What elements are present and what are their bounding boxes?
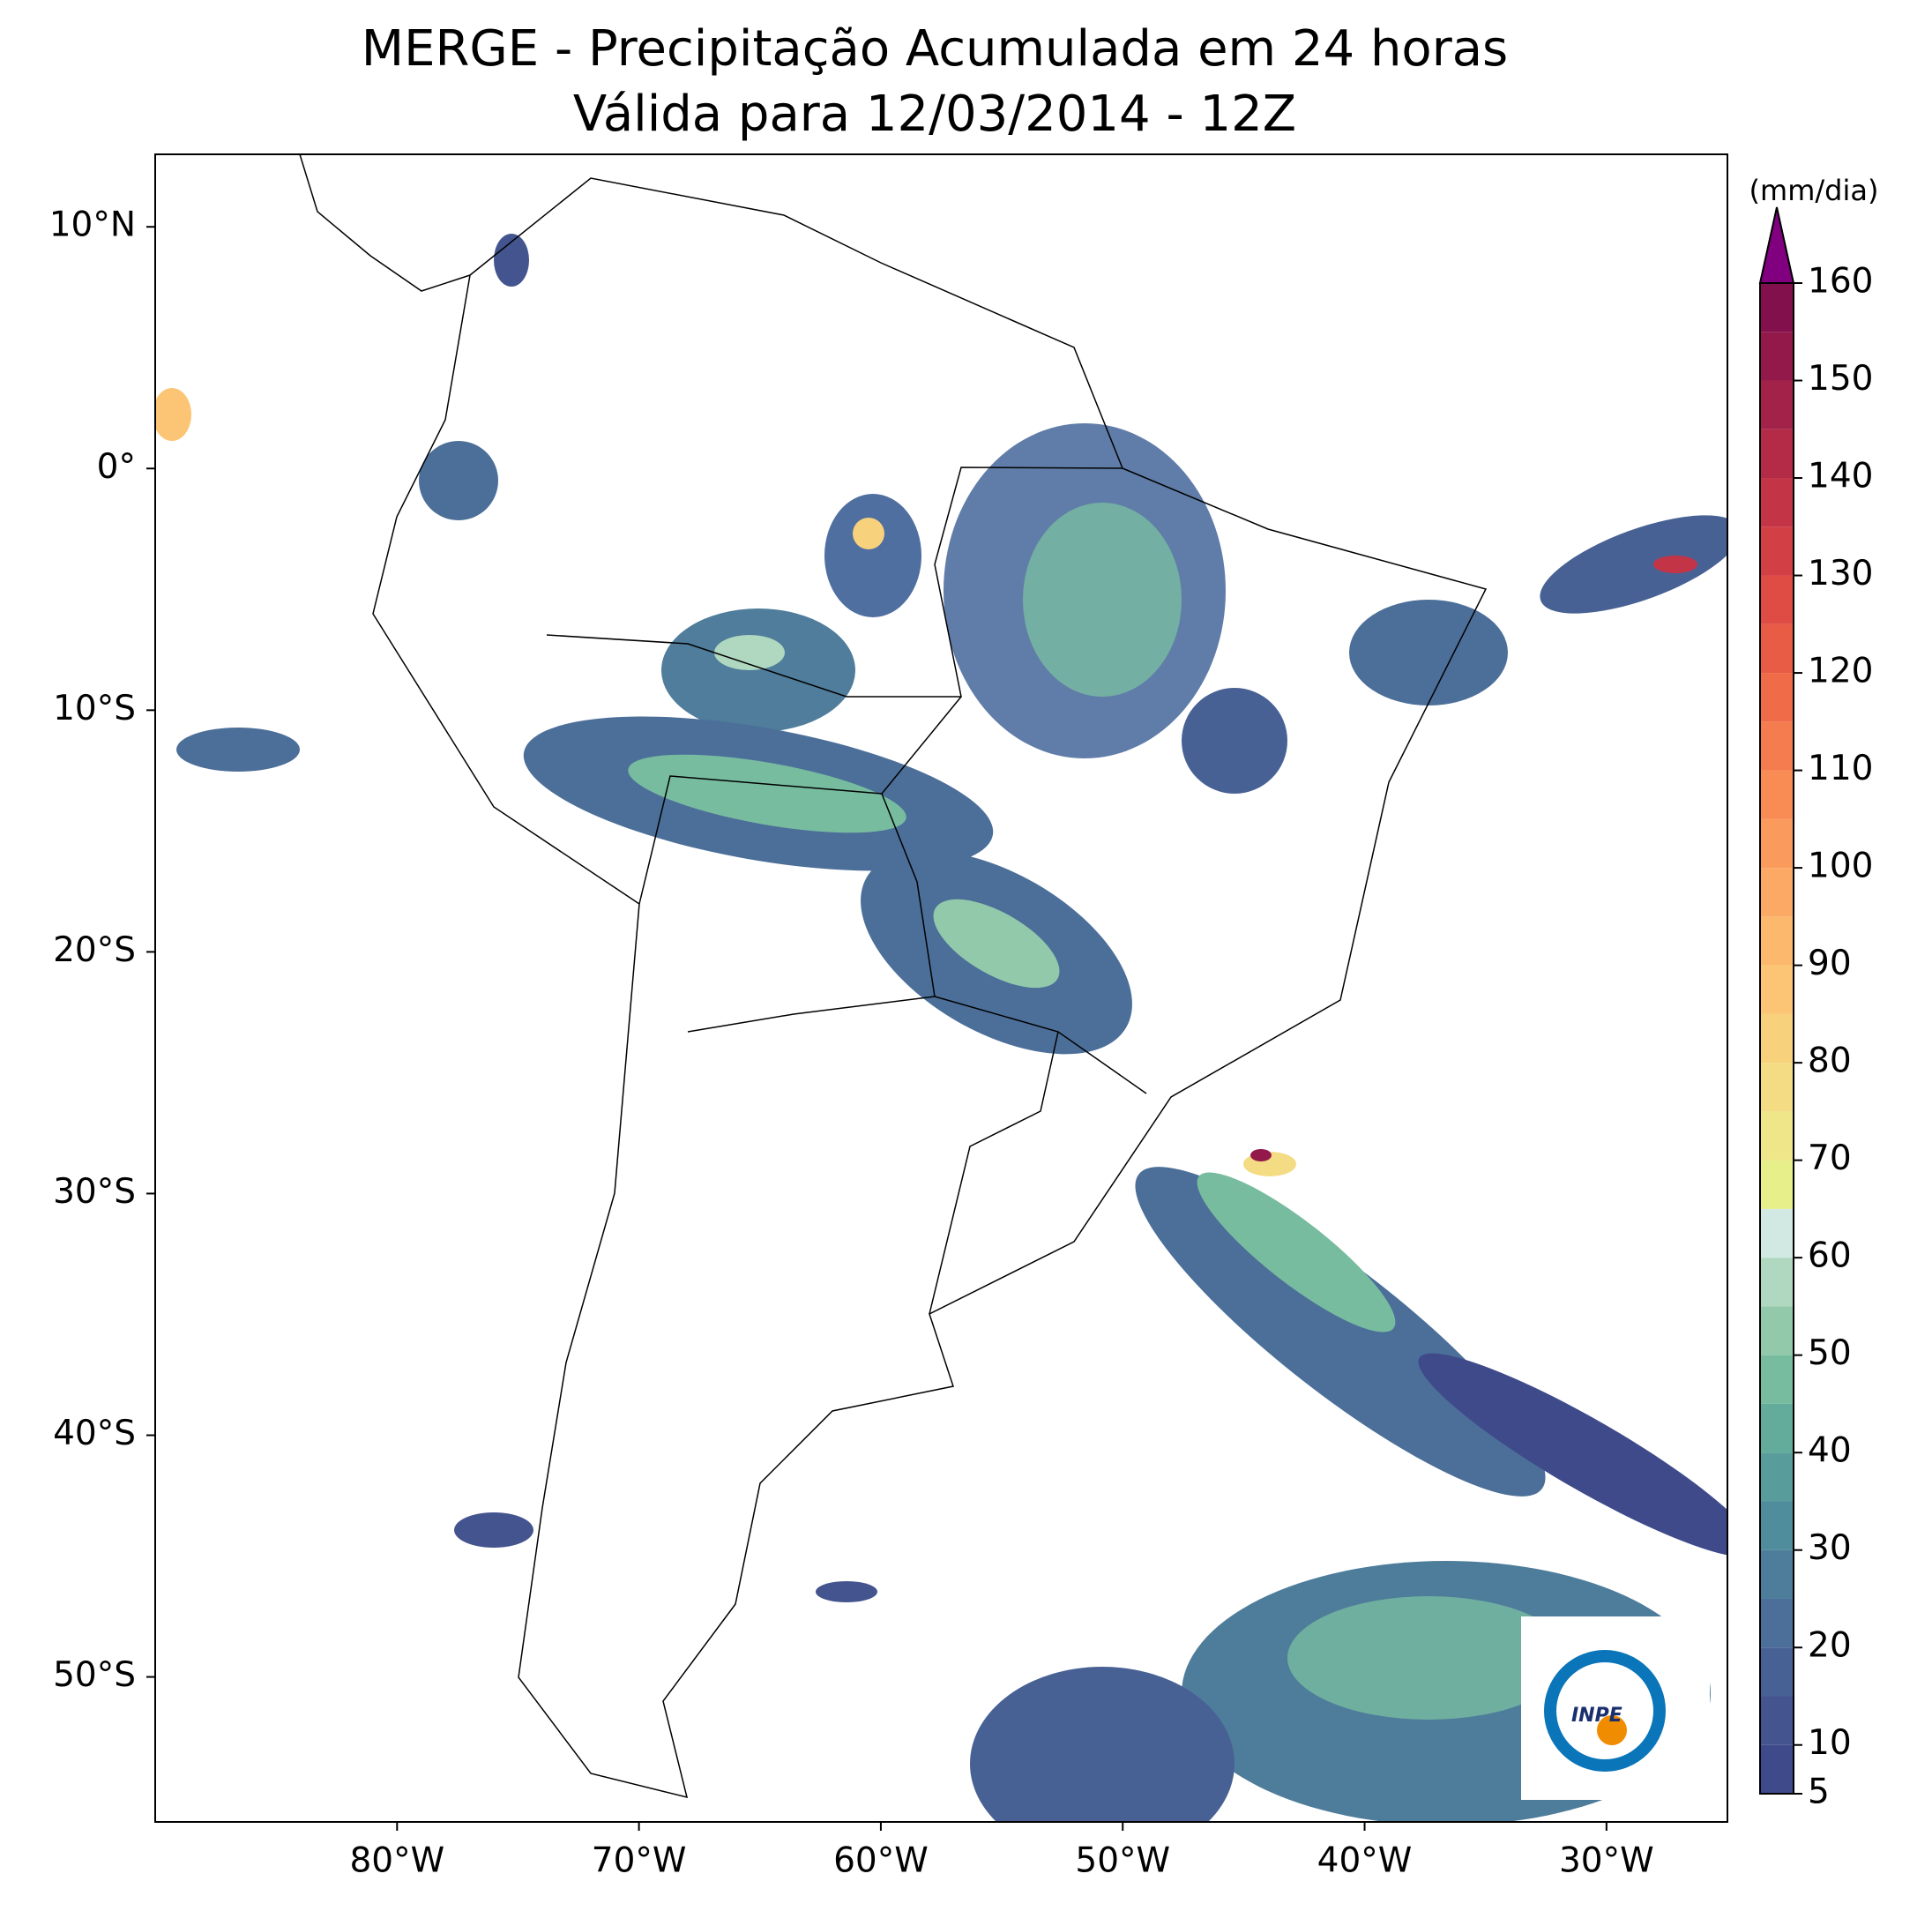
colorbar-segment: [1760, 1111, 1794, 1161]
x-tick-label: 40°W: [1317, 1841, 1413, 1881]
colorbar-segment: [1760, 1208, 1794, 1258]
colorbar-segment: [1760, 283, 1794, 332]
colorbar-segment: [1760, 1647, 1794, 1697]
coastline: [372, 177, 1488, 1799]
colorbar-segment: [1760, 818, 1794, 869]
colorbar-segment: [1760, 721, 1794, 771]
colorbar-segment: [1760, 429, 1794, 479]
x-tick-label: 70°W: [592, 1841, 687, 1881]
y-tick-label: 30°S: [53, 1172, 136, 1212]
colorbar-segment: [1760, 575, 1794, 624]
colorbar-segment: [1760, 1403, 1794, 1453]
x-tick-label: 30°W: [1559, 1841, 1654, 1881]
colorbar-segment: [1760, 623, 1794, 674]
colorbar-segment: [1760, 526, 1794, 576]
colorbar-segment: [1760, 916, 1794, 966]
colorbar-segment: [1760, 1063, 1794, 1112]
borders: [546, 467, 1147, 1315]
y-tick-label: 50°S: [53, 1655, 136, 1695]
colorbar-segment: [1760, 770, 1794, 819]
colorbar-tick-label: 20: [1808, 1626, 1852, 1666]
colorbar-segment: [1760, 1598, 1794, 1648]
colorbar-segment: [1760, 1501, 1794, 1550]
colorbar-tick-label: 160: [1808, 262, 1873, 302]
colorbar-tick-label: 110: [1808, 749, 1873, 788]
colorbar-tick-label: 70: [1808, 1138, 1852, 1178]
colorbar-tick-label: 30: [1808, 1528, 1852, 1568]
y-tick-label: 10°N: [49, 205, 136, 245]
colorbar-tick-label: 10: [1808, 1723, 1852, 1763]
colorbar-segment: [1760, 673, 1794, 722]
colorbar-segment: [1760, 478, 1794, 527]
subtitle: Válida para 12/03/2014 - 12Z: [573, 86, 1296, 143]
colorbar-segment: [1760, 1355, 1794, 1404]
x-tick-label: 80°W: [349, 1841, 444, 1881]
colorbar-tick-label: 120: [1808, 652, 1873, 691]
colorbar-frame: [1759, 282, 1794, 1795]
colorbar-tick-label: 140: [1808, 457, 1873, 496]
colorbar-tick-label: 5: [1808, 1773, 1830, 1812]
map-frame: [154, 153, 1728, 1823]
y-tick-label: 10°S: [53, 689, 136, 728]
colorbar-segment: [1760, 1160, 1794, 1209]
colorbar-segment: [1760, 868, 1794, 917]
colorbar-tick-label: 50: [1808, 1333, 1852, 1373]
colorbar-tick-label: 40: [1808, 1431, 1852, 1471]
colorbar-segment: [1760, 332, 1794, 381]
colorbar-segment: [1760, 1013, 1794, 1064]
colorbar-tick-label: 150: [1808, 359, 1873, 399]
logo-text: INPE: [1571, 1705, 1622, 1727]
colorbar-segment: [1760, 380, 1794, 429]
colorbar-segment: [1760, 1306, 1794, 1355]
colorbar-segment: [1760, 1744, 1794, 1794]
y-tick-label: 40°S: [53, 1414, 136, 1453]
colorbar-tick-label: 100: [1808, 847, 1873, 886]
map: INPE: [154, 153, 1728, 1823]
colorbar-tick-label: 90: [1808, 944, 1852, 983]
y-tick-label: 0°: [97, 447, 136, 487]
y-tick-label: 20°S: [53, 930, 136, 970]
central-america: [299, 153, 471, 292]
colorbar-segment: [1760, 965, 1794, 1014]
colorbar-tick-label: 60: [1808, 1236, 1852, 1276]
title: MERGE - Precipitação Acumulada em 24 hor…: [362, 20, 1508, 78]
colorbar-label: (mm/dia): [1749, 174, 1879, 207]
logo: INPE: [1521, 1616, 1710, 1800]
colorbar-extend: [1758, 206, 1795, 284]
colorbar-tick-label: 130: [1808, 554, 1873, 593]
colorbar-segment: [1760, 1696, 1794, 1745]
colorbar-segment: [1760, 1452, 1794, 1502]
x-tick-label: 50°W: [1075, 1841, 1170, 1881]
colorbar-segment: [1760, 1258, 1794, 1307]
colorbar-tick-label: 80: [1808, 1041, 1852, 1081]
colorbar-segment: [1760, 1549, 1794, 1599]
x-tick-label: 60°W: [833, 1841, 929, 1881]
